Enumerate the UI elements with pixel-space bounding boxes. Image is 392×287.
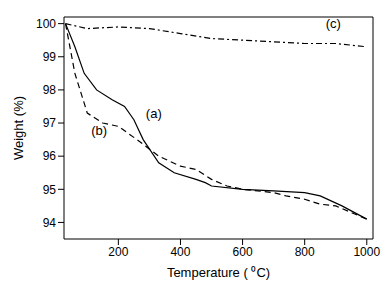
svg-text:200: 200 — [108, 245, 128, 259]
svg-text:(a): (a) — [146, 106, 162, 121]
svg-text:1000: 1000 — [353, 245, 380, 259]
svg-text:400: 400 — [170, 245, 190, 259]
svg-text:100: 100 — [36, 17, 56, 31]
svg-text:94: 94 — [43, 216, 57, 230]
svg-text:95: 95 — [43, 183, 57, 197]
svg-text:96: 96 — [43, 149, 57, 163]
svg-text:800: 800 — [295, 245, 315, 259]
svg-text:Weight (%): Weight (%) — [11, 96, 26, 160]
svg-text:98: 98 — [43, 83, 57, 97]
svg-text:600: 600 — [233, 245, 253, 259]
svg-text:(b): (b) — [91, 123, 107, 138]
svg-text:99: 99 — [43, 50, 57, 64]
svg-text:Temperature ( ⁰C): Temperature ( ⁰C) — [167, 265, 270, 280]
svg-text:(c): (c) — [326, 16, 341, 31]
svg-text:97: 97 — [43, 116, 57, 130]
